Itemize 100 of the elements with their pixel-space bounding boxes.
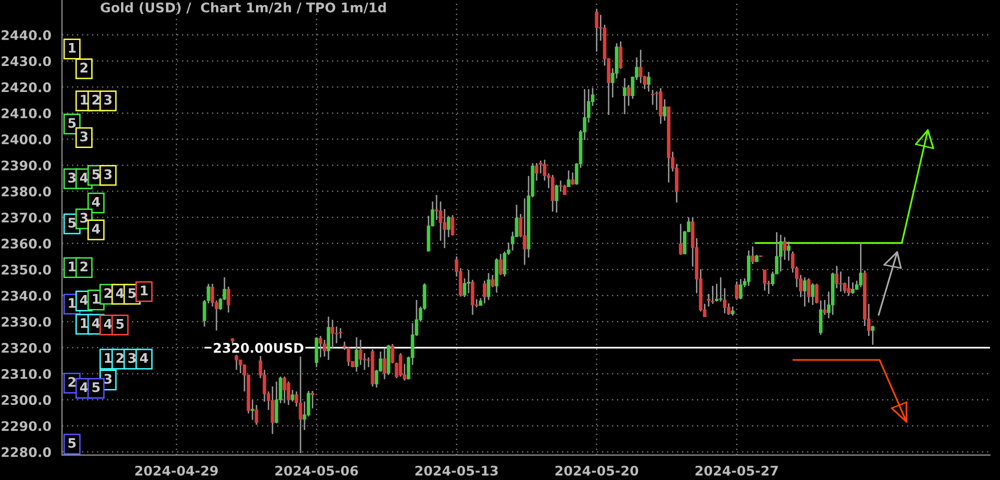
annotation: 5 <box>128 288 136 298</box>
candlestick <box>482 280 486 304</box>
annotation: 5 <box>68 118 76 128</box>
annotation: 5 <box>92 382 100 392</box>
candlestick <box>330 319 334 349</box>
candlestick <box>498 253 502 276</box>
y-tick-label: 2380.0 <box>2 186 51 196</box>
candlestick <box>566 170 570 188</box>
y-tick-label: 2320.0 <box>2 342 51 353</box>
x-tick-label: 2024-05-20 <box>555 466 638 476</box>
y-tick-label: 2330.0 <box>2 316 51 327</box>
x-tick-label: 2024-05-27 <box>696 466 778 476</box>
candlestick <box>286 380 290 406</box>
annotation: 1 <box>68 262 76 272</box>
annotation: 2 <box>104 288 112 298</box>
candlestick <box>646 71 650 92</box>
candlestick <box>734 280 738 300</box>
annotation: 1 <box>68 43 76 53</box>
candlestick <box>562 184 566 196</box>
candlestick <box>318 335 322 358</box>
candlestick <box>306 390 310 418</box>
annotation: 5 <box>68 218 76 228</box>
candlestick <box>550 174 554 212</box>
y-tick-label: 2390.0 <box>2 160 51 170</box>
annotation: 3 <box>104 94 112 105</box>
candlestick <box>858 242 862 288</box>
annotation: 3 <box>80 212 88 223</box>
candlestick <box>710 285 714 305</box>
candlestick <box>254 404 258 426</box>
y-tick-label: 2370.0 <box>2 212 51 223</box>
annotation: 1 <box>80 94 88 104</box>
candlestick <box>626 84 630 107</box>
candlestick <box>534 162 538 182</box>
candlestick <box>846 276 850 296</box>
annotation: 3 <box>104 374 112 384</box>
y-tick-label: 2310.0 <box>2 368 51 379</box>
annotation: 4 <box>140 353 148 363</box>
y-tick-label: 2350.0 <box>2 264 51 275</box>
candlestick <box>806 278 810 304</box>
annotation: 4 <box>80 295 88 305</box>
candlestick <box>210 283 214 308</box>
annotation: 3 <box>68 172 76 183</box>
candlestick <box>818 300 822 336</box>
candlestick <box>762 269 766 292</box>
candlestick <box>618 40 622 70</box>
candlestick <box>570 172 574 186</box>
candlestick <box>822 299 826 316</box>
candlestick <box>250 399 254 421</box>
annotation: 1 <box>140 286 148 296</box>
y-tick-label: 2340.0 <box>2 290 51 301</box>
candlestick <box>850 282 854 295</box>
annotation: 1 <box>104 353 112 363</box>
candlestick <box>622 77 626 115</box>
annotation: 5 <box>92 169 100 180</box>
y-tick-label: 2410.0 <box>2 108 51 118</box>
chart-title: Gold (USD) / Chart 1m/2h / TPO 1m/1d <box>100 2 386 14</box>
y-tick-label: 2400.0 <box>2 134 51 144</box>
candlestick <box>346 346 350 367</box>
candlestick <box>662 98 666 122</box>
candlestick <box>678 223 682 256</box>
candlestick <box>594 8 598 52</box>
candlestick <box>750 246 754 265</box>
annotation: 4 <box>92 224 100 234</box>
candlestick <box>490 274 494 288</box>
candlestick <box>338 327 342 339</box>
y-tick-label: 2420.0 <box>2 82 51 92</box>
annotation: 1 <box>68 298 76 308</box>
candlestick <box>326 316 330 361</box>
y-tick-label: 2280.0 <box>2 447 51 458</box>
annotation: 5 <box>116 319 124 329</box>
candlestick <box>810 282 814 306</box>
candlestick <box>334 326 338 344</box>
annotation: 3 <box>128 352 136 363</box>
y-tick-label: 2440.0 <box>2 30 51 40</box>
candlestick <box>658 87 662 124</box>
candlestick <box>778 234 782 272</box>
candlestick <box>234 354 238 371</box>
y-tick-label: 2360.0 <box>2 238 51 249</box>
annotation: 4 <box>92 318 100 328</box>
candlestick <box>358 339 362 366</box>
annotation: 1 <box>92 294 100 304</box>
annotation: 4 <box>92 197 100 207</box>
annotation: 4 <box>116 288 124 298</box>
x-tick-label: 2024-04-29 <box>135 466 218 476</box>
annotation: 2 <box>80 262 88 272</box>
annotation: 4 <box>80 172 88 182</box>
candlestick <box>786 240 790 262</box>
candlestick <box>730 306 734 316</box>
candlestick <box>522 198 526 266</box>
candlestick <box>322 339 326 358</box>
annotation: 5 <box>68 438 76 448</box>
annotation: 2 <box>116 352 124 363</box>
candlestick <box>282 376 286 404</box>
candlestick <box>270 386 274 435</box>
annotation: 2 <box>68 376 76 387</box>
y-tick-label: 2300.0 <box>2 395 51 405</box>
candlestick <box>450 214 454 236</box>
candlestick <box>466 269 470 294</box>
annotation: 3 <box>80 131 88 142</box>
x-tick-label: 2024-05-06 <box>275 466 358 476</box>
